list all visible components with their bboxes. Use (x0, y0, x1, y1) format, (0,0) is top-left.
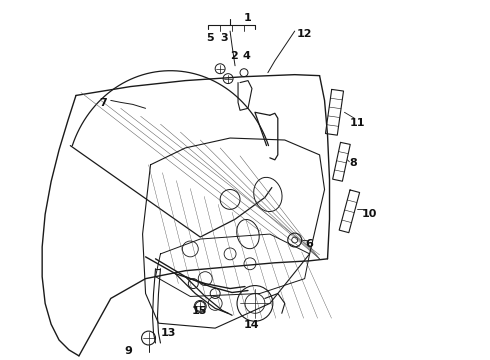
Text: 11: 11 (349, 118, 365, 128)
Text: 9: 9 (125, 346, 133, 356)
Text: 10: 10 (362, 209, 377, 219)
Text: 14: 14 (244, 320, 260, 330)
Text: 3: 3 (220, 33, 228, 43)
Text: 6: 6 (306, 239, 314, 249)
Text: 8: 8 (349, 158, 357, 168)
Text: 5: 5 (206, 33, 214, 43)
Text: 1: 1 (244, 13, 252, 23)
Text: 4: 4 (242, 51, 250, 61)
Text: 7: 7 (99, 98, 107, 108)
Text: 13: 13 (161, 328, 176, 338)
Text: 2: 2 (230, 51, 238, 61)
Text: 15: 15 (192, 306, 207, 316)
Text: 12: 12 (297, 29, 313, 39)
